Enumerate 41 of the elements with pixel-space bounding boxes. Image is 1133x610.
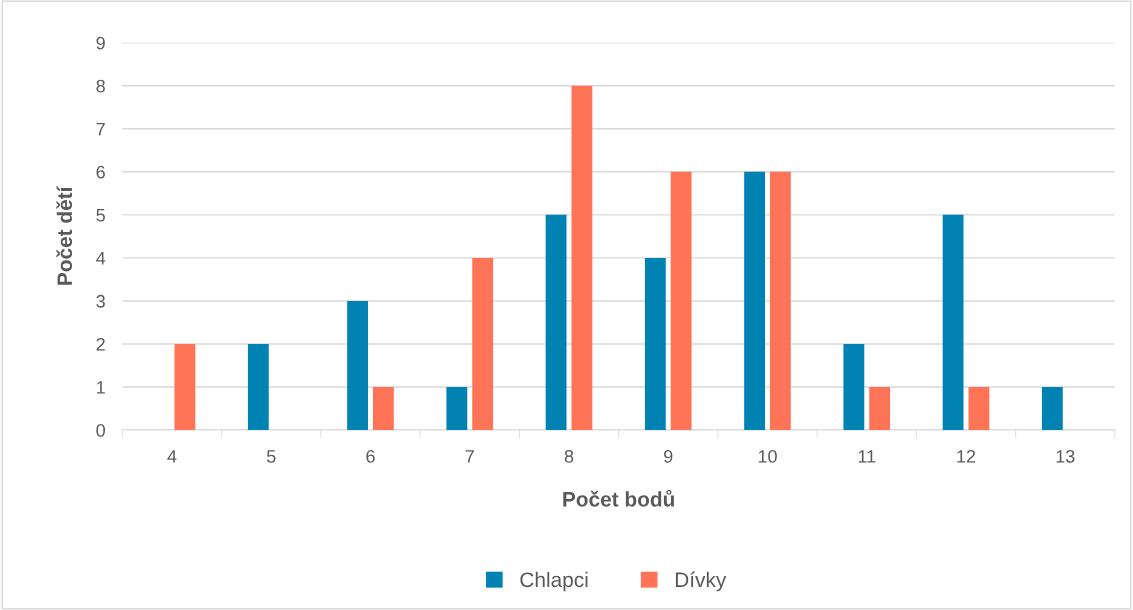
x-tick-label: 11 bbox=[858, 450, 876, 463]
x-tick-label: 13 bbox=[1056, 449, 1075, 463]
y-tick-label: 1 bbox=[97, 381, 105, 394]
x-tick-label: 12 bbox=[957, 449, 976, 463]
bar bbox=[446, 387, 468, 431]
bar bbox=[347, 300, 369, 431]
y-axis-title: Počet dětí bbox=[56, 186, 73, 285]
legend-label: Chlapci bbox=[520, 571, 588, 592]
x-tick-label: 9 bbox=[664, 449, 673, 463]
bar bbox=[545, 214, 567, 431]
y-tick-label: 8 bbox=[96, 79, 105, 93]
bar bbox=[744, 171, 766, 431]
x-axis-title: Počet bodů bbox=[563, 489, 674, 507]
y-tick-label: 0 bbox=[96, 423, 105, 437]
x-tick-label: 6 bbox=[366, 449, 375, 463]
bar bbox=[942, 214, 964, 431]
y-tick-label: 2 bbox=[96, 337, 105, 351]
x-tick-label: 8 bbox=[564, 449, 574, 463]
bar bbox=[968, 387, 990, 431]
y-tick-label: 6 bbox=[96, 165, 105, 179]
x-tick-label: 4 bbox=[167, 450, 177, 463]
y-tick-label: 3 bbox=[96, 294, 105, 308]
bar bbox=[1041, 387, 1063, 431]
y-tick-label: 5 bbox=[96, 208, 105, 222]
bar bbox=[247, 343, 269, 431]
bar bbox=[869, 387, 891, 431]
x-tick-label: 10 bbox=[758, 449, 777, 463]
bar bbox=[644, 257, 666, 431]
legend-label: Dívky bbox=[675, 571, 727, 592]
y-tick-label: 9 bbox=[96, 36, 105, 50]
bar bbox=[472, 257, 494, 431]
bar bbox=[843, 343, 865, 431]
y-tick-label: 7 bbox=[96, 122, 105, 136]
x-tick-label: 5 bbox=[266, 450, 276, 463]
y-tick-label: 4 bbox=[96, 252, 106, 265]
bar bbox=[372, 387, 394, 431]
bar bbox=[670, 171, 692, 431]
bar bbox=[174, 343, 196, 431]
x-tick-label: 7 bbox=[465, 450, 474, 463]
bar bbox=[571, 85, 593, 431]
bar bbox=[769, 171, 791, 431]
